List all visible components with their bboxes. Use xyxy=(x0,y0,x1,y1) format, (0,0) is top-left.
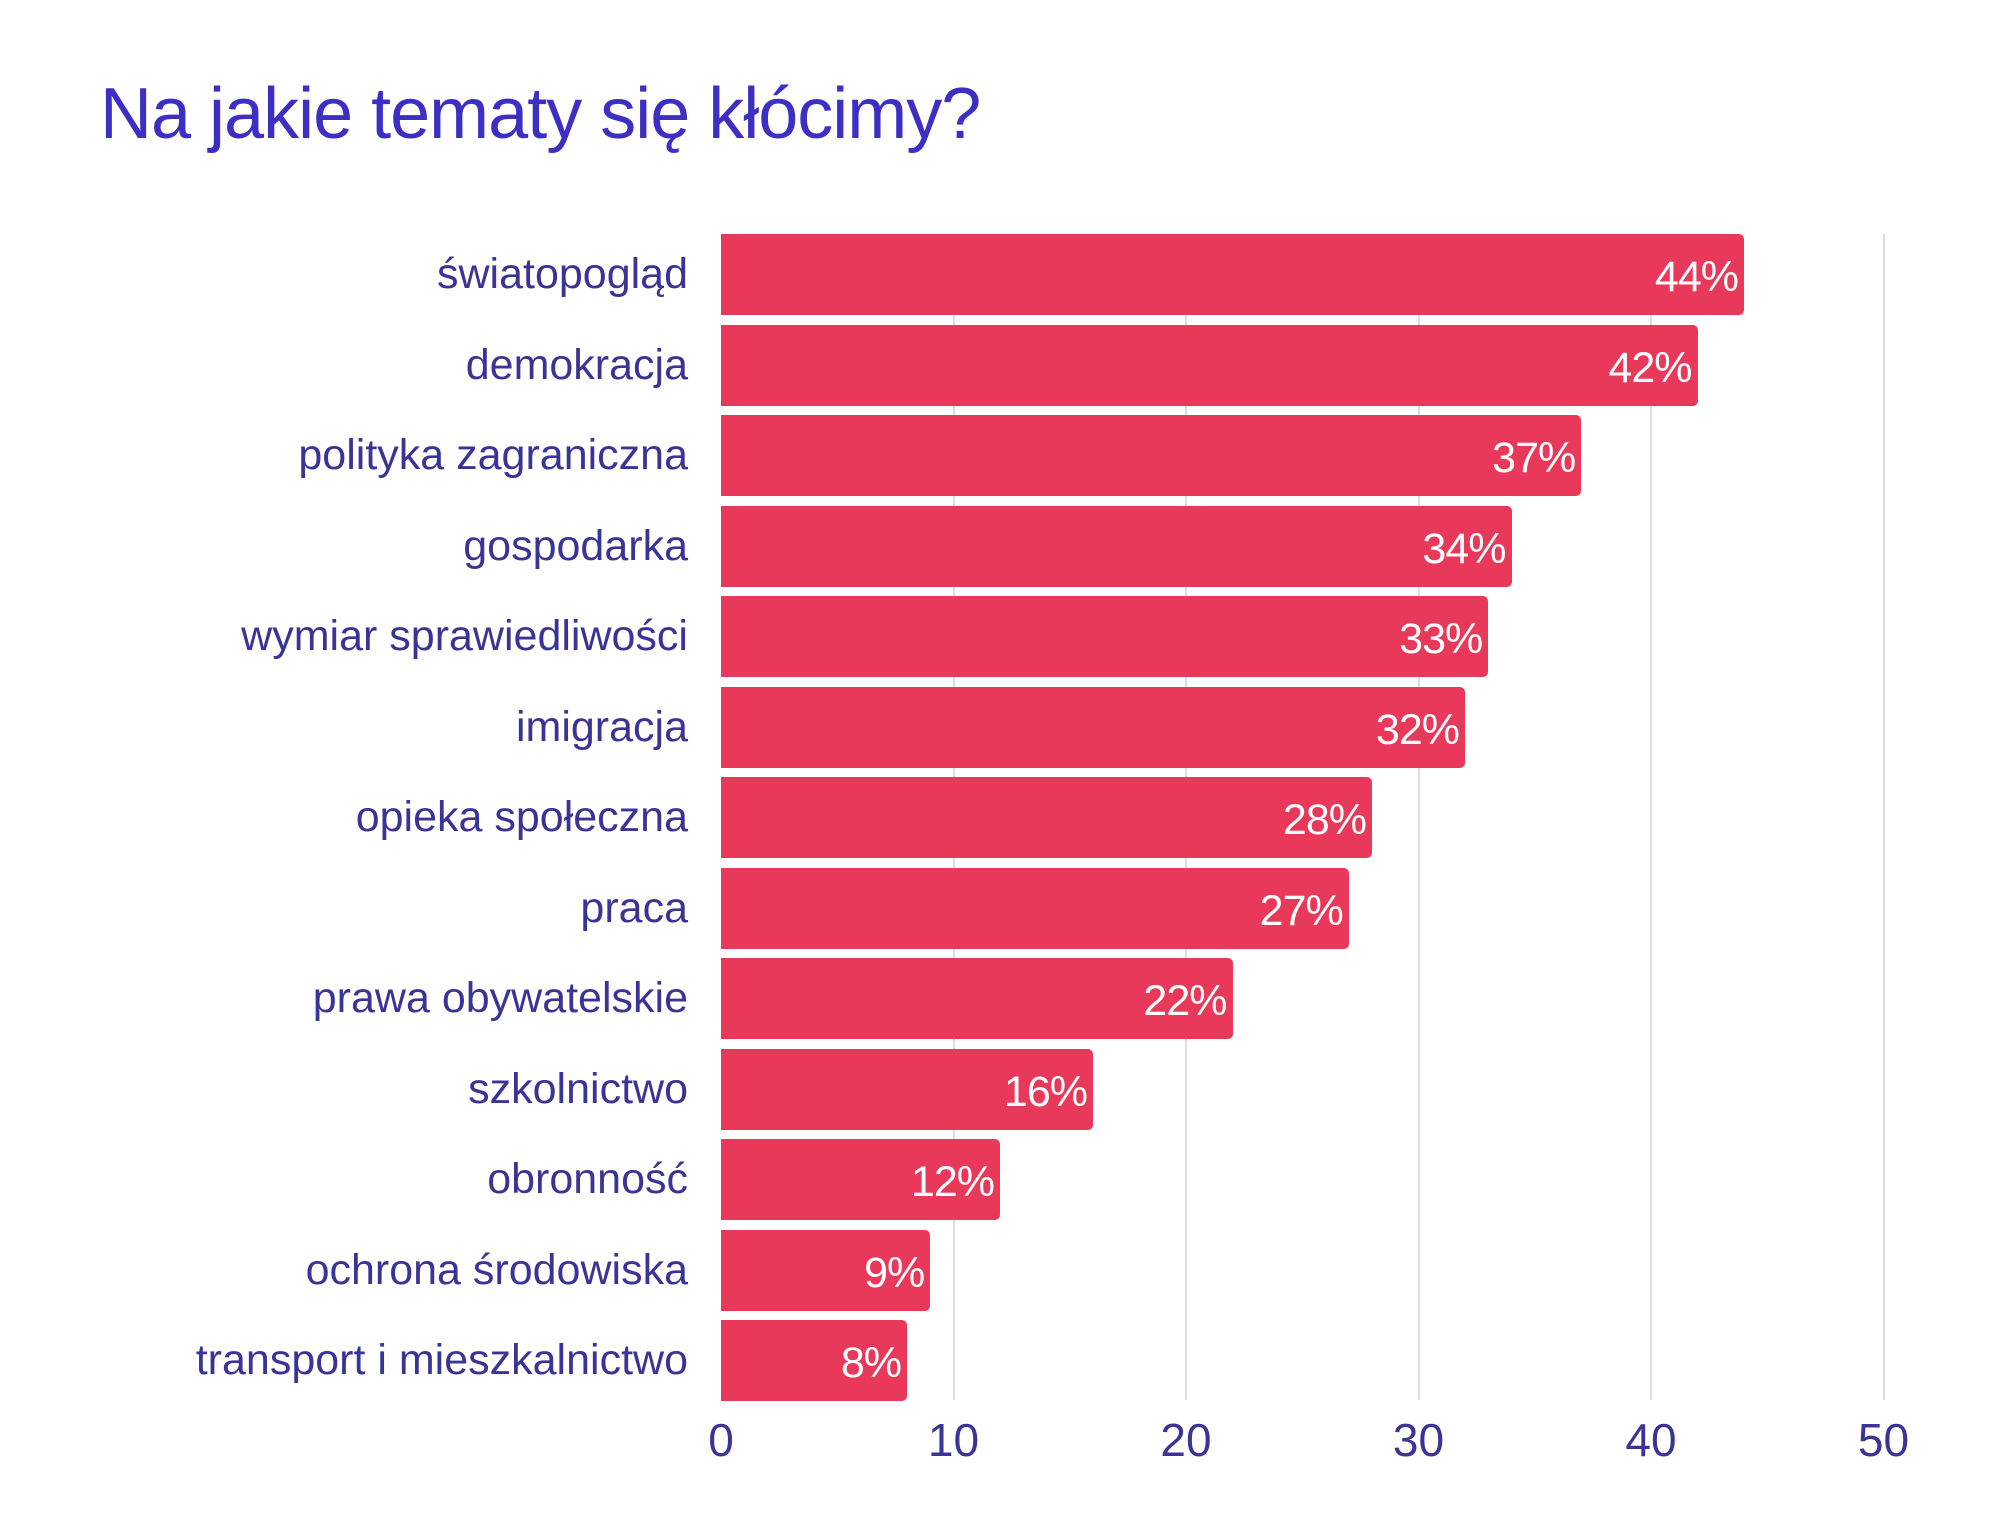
bar-value-label: 37% xyxy=(1492,434,1576,482)
category-label: polityka zagraniczna xyxy=(298,431,688,479)
chart-title: Na jakie tematy się kłócimy? xyxy=(100,74,981,154)
x-tick-label: 40 xyxy=(1625,1414,1677,1466)
bar-row: praca 27% xyxy=(0,867,2000,949)
category-label: opieka społeczna xyxy=(355,793,688,841)
bar-row: światopogląd 44% xyxy=(0,234,2000,315)
bar-value-label: 33% xyxy=(1399,615,1483,663)
x-tick-label: 0 xyxy=(708,1414,734,1466)
bar-row: imigracja 32% xyxy=(0,686,2000,768)
category-label: prawa obywatelskie xyxy=(312,974,688,1022)
bar: 34% xyxy=(721,505,1512,587)
bar: 33% xyxy=(721,596,1489,677)
gridline xyxy=(1882,234,1885,1400)
x-tick-label: 30 xyxy=(1392,1414,1445,1466)
bar-row: demokracja 42% xyxy=(0,324,2000,406)
x-tick-label: 50 xyxy=(1857,1414,1910,1466)
gridline xyxy=(1650,234,1652,1400)
bar-value-label: 16% xyxy=(1003,1067,1088,1116)
bar-row: obronność 12% xyxy=(0,1139,2000,1220)
category-label: praca xyxy=(580,883,688,932)
bar: 8% xyxy=(721,1320,907,1401)
category-label: demokracja xyxy=(465,340,688,389)
category-label: gospodarka xyxy=(463,521,688,570)
bar-value-label: 28% xyxy=(1282,796,1367,844)
gridline xyxy=(1417,234,1420,1400)
x-tick-label: 10 xyxy=(927,1414,980,1466)
category-label: szkolnictwo xyxy=(468,1064,688,1113)
category-label: wymiar sprawiedliwości xyxy=(241,612,688,660)
bar-value-label: 44% xyxy=(1654,253,1739,301)
bar-row: szkolnictwo 16% xyxy=(0,1048,2000,1130)
x-tick-label: 20 xyxy=(1160,1414,1212,1466)
bar-value-label: 27% xyxy=(1259,886,1344,935)
bar-row: polityka zagraniczna 37% xyxy=(0,415,2000,496)
category-label: transport i mieszkalnictwo xyxy=(195,1336,688,1384)
category-label: ochrona środowiska xyxy=(305,1245,688,1294)
bar: 37% xyxy=(721,415,1582,496)
bar-row: gospodarka 34% xyxy=(0,505,2000,587)
bar-row: wymiar sprawiedliwości 33% xyxy=(0,596,2000,677)
bar: 16% xyxy=(721,1048,1093,1130)
bar-value-label: 12% xyxy=(910,1158,995,1206)
bar-value-label: 9% xyxy=(864,1248,925,1297)
bar-value-label: 22% xyxy=(1143,977,1227,1025)
bar-row: ochrona środowiska 9% xyxy=(0,1229,2000,1311)
bar-value-label: 34% xyxy=(1422,524,1506,573)
bar: 28% xyxy=(721,777,1372,858)
bar: 32% xyxy=(721,686,1465,768)
category-label: imigracja xyxy=(515,702,688,751)
category-label: światopogląd xyxy=(436,250,688,298)
bar-value-label: 8% xyxy=(840,1339,902,1387)
bar: 22% xyxy=(721,958,1233,1039)
bar: 27% xyxy=(721,867,1349,949)
bar: 42% xyxy=(721,324,1698,406)
bar-row: transport i mieszkalnictwo 8% xyxy=(0,1320,2000,1401)
bar: 44% xyxy=(721,234,1744,315)
bar-value-label: 32% xyxy=(1375,705,1460,754)
bar-value-label: 42% xyxy=(1608,343,1692,392)
category-label: obronność xyxy=(487,1155,688,1203)
bar-row: opieka społeczna 28% xyxy=(0,777,2000,858)
bar: 9% xyxy=(721,1229,931,1311)
bar-row: prawa obywatelskie 22% xyxy=(0,958,2000,1039)
bar: 12% xyxy=(721,1139,1000,1220)
